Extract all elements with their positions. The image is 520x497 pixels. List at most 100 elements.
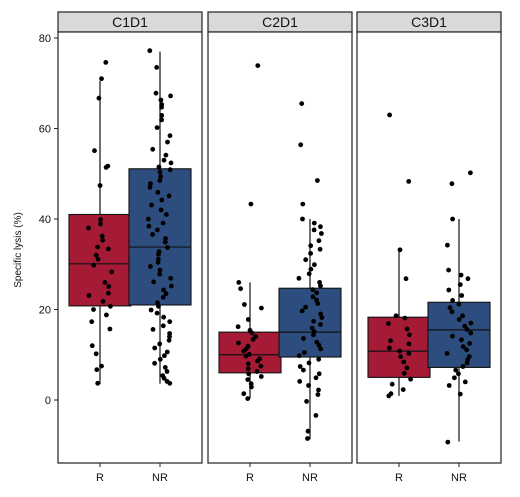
data-point	[318, 283, 323, 289]
data-point	[167, 334, 172, 339]
data-point	[148, 264, 153, 269]
data-point	[155, 189, 161, 195]
data-point	[447, 305, 453, 311]
box-nr	[427, 301, 491, 368]
data-point	[306, 360, 312, 366]
data-point	[316, 387, 321, 393]
data-point	[445, 439, 451, 445]
data-point	[309, 325, 315, 331]
data-point	[387, 345, 392, 351]
data-point	[92, 148, 97, 154]
data-point	[148, 307, 154, 313]
data-point	[163, 152, 169, 158]
data-point	[86, 293, 92, 298]
data-point	[408, 376, 413, 382]
data-point	[152, 345, 158, 351]
data-point	[155, 260, 161, 265]
panel-frame	[207, 31, 353, 464]
data-point	[157, 178, 163, 183]
data-point	[255, 358, 260, 364]
data-point	[312, 262, 317, 268]
data-point	[159, 104, 165, 110]
data-point	[311, 220, 317, 226]
data-point	[316, 238, 322, 244]
data-point	[146, 216, 151, 222]
data-point	[245, 396, 251, 401]
data-point	[450, 298, 455, 303]
data-point	[305, 428, 311, 434]
data-point	[89, 319, 95, 325]
data-point	[316, 356, 322, 362]
data-point	[397, 348, 403, 354]
data-point	[99, 233, 105, 239]
data-point	[445, 242, 450, 248]
data-point	[449, 181, 455, 187]
data-point	[158, 174, 164, 179]
data-point	[162, 353, 167, 359]
data-point	[468, 170, 473, 176]
data-point	[166, 337, 172, 343]
y-tick-label: 0	[45, 395, 51, 407]
data-point	[457, 391, 463, 397]
data-point	[248, 201, 254, 207]
data-point	[444, 351, 450, 356]
data-point	[400, 387, 406, 392]
data-point	[389, 381, 395, 387]
data-point	[241, 348, 247, 354]
data-point	[243, 353, 249, 359]
data-point	[404, 326, 410, 332]
data-point	[318, 224, 323, 230]
data-point	[319, 315, 325, 320]
data-point	[161, 287, 167, 293]
data-point	[296, 353, 302, 359]
data-point	[397, 247, 403, 253]
data-point	[86, 225, 91, 231]
data-point	[147, 48, 153, 54]
data-point	[250, 337, 256, 342]
data-point	[464, 327, 470, 332]
data-point	[107, 326, 113, 332]
facet-panel-c1d1: C1D1 R NR	[57, 11, 203, 484]
data-point	[155, 227, 160, 233]
data-point	[249, 330, 255, 336]
data-point	[150, 327, 156, 332]
data-point	[401, 370, 407, 376]
data-point	[246, 371, 252, 377]
data-point	[460, 344, 466, 349]
data-point	[468, 320, 474, 326]
data-point	[106, 290, 111, 296]
data-point	[167, 319, 173, 325]
data-point	[159, 117, 165, 123]
data-point	[464, 360, 470, 366]
data-point	[406, 341, 412, 347]
data-point	[459, 337, 464, 343]
x-tick-label: R	[395, 472, 403, 484]
data-point	[95, 244, 100, 250]
data-point	[157, 356, 163, 362]
data-point	[406, 179, 412, 184]
data-point	[300, 201, 306, 207]
data-point	[449, 309, 455, 315]
data-point	[155, 300, 160, 306]
data-point	[299, 308, 305, 314]
data-point	[459, 293, 465, 298]
data-point	[245, 361, 251, 367]
data-point	[163, 236, 168, 241]
y-tick-label: 20	[39, 305, 51, 317]
data-point	[313, 413, 319, 418]
data-point	[258, 363, 264, 369]
data-point	[254, 369, 260, 374]
data-point	[166, 193, 172, 199]
data-point	[150, 146, 156, 152]
data-point	[98, 217, 103, 222]
data-point	[168, 160, 174, 166]
data-point	[151, 279, 157, 285]
data-point	[446, 267, 451, 273]
data-point	[154, 125, 160, 130]
data-point	[308, 243, 314, 249]
data-point	[167, 133, 173, 139]
data-point	[401, 359, 407, 365]
data-point	[306, 271, 312, 277]
data-point	[103, 165, 109, 170]
